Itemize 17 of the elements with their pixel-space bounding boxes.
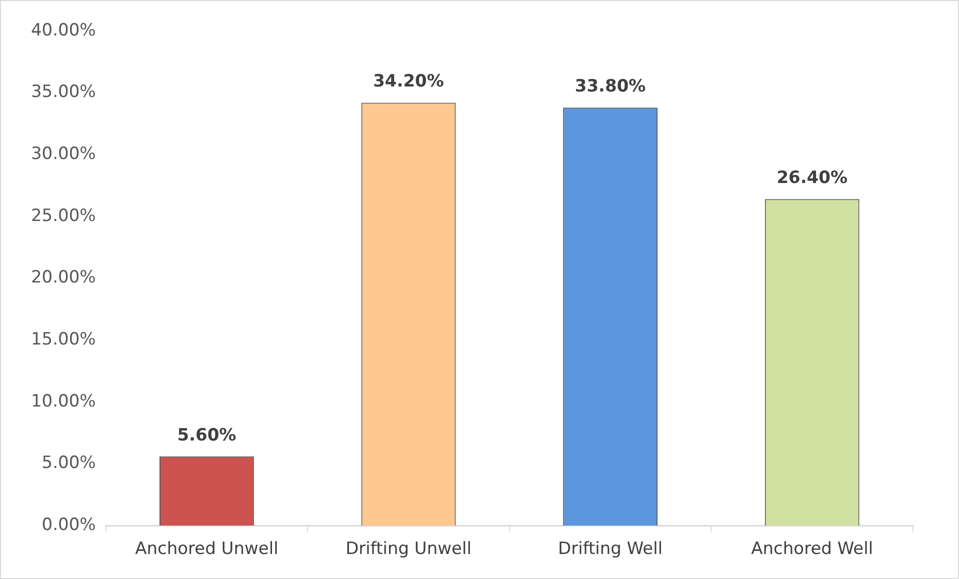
y-tick-label: 5.00%: [42, 453, 96, 474]
x-tick-label: Drifting Well: [558, 539, 663, 560]
x-tick-label: Anchored Unwell: [135, 539, 278, 560]
data-label: 33.80%: [574, 76, 646, 97]
data-label: 5.60%: [177, 425, 236, 446]
y-tick-label: 40.00%: [30, 20, 96, 40]
y-tick-label: 15.00%: [30, 330, 96, 350]
y-tick-label: 20.00%: [30, 268, 96, 288]
x-tick-label: Drifting Unwell: [346, 539, 472, 560]
y-tick-label: 30.00%: [30, 144, 96, 164]
data-label: 34.20%: [373, 72, 444, 92]
data-label: 26.40%: [776, 168, 848, 188]
y-tick-label: 0.00%: [42, 515, 96, 536]
y-tick-label: 35.00%: [30, 82, 96, 102]
y-tick-label: 25.00%: [30, 206, 96, 226]
y-tick-label: 10.00%: [30, 391, 96, 412]
x-tick-label: Anchored Well: [751, 539, 874, 560]
